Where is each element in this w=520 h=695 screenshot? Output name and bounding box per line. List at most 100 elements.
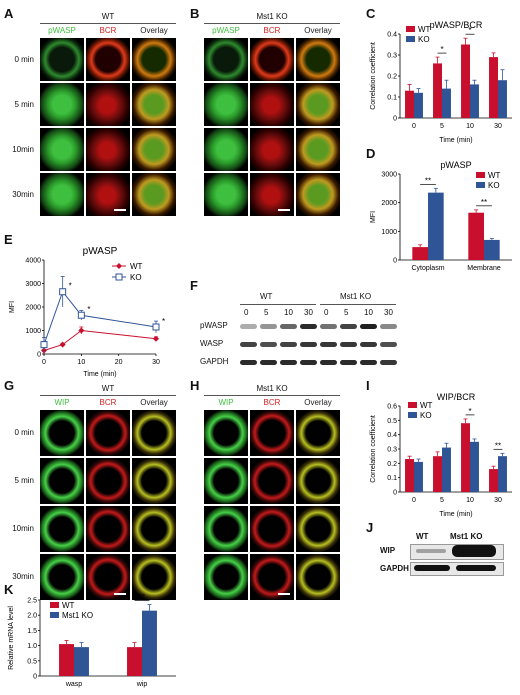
micrograph-cell: [250, 128, 294, 171]
micrograph-cell: [86, 458, 130, 504]
legend-label: WT: [62, 601, 75, 610]
y-tick-label: 2.0: [27, 613, 37, 620]
significance-marker: **: [495, 441, 501, 450]
channel-label: WIP: [218, 398, 234, 407]
blot-band: [320, 360, 337, 365]
bar-ko: [442, 447, 451, 492]
micrograph-cell: [204, 554, 248, 600]
micrograph-cell: [132, 173, 176, 216]
chart-title: WIP/BCR: [437, 392, 476, 402]
x-tick-label: 10: [466, 123, 474, 130]
micrograph-cell: [296, 38, 340, 81]
blot-group-label: WT: [260, 292, 273, 301]
micrograph-cell: [250, 506, 294, 552]
y-tick-label: 0: [393, 490, 397, 497]
channel-label: BCR: [263, 398, 281, 407]
scale-bar: [114, 593, 126, 595]
legend-swatch: [476, 172, 485, 178]
time-label: 5 min: [14, 476, 34, 485]
time-label: 0 min: [14, 428, 34, 437]
data-point-ko: [59, 288, 67, 296]
micrograph-cell: [250, 410, 294, 456]
legend-swatch: [406, 36, 415, 42]
legend-marker: [116, 263, 122, 269]
micrograph-cell: [40, 506, 84, 552]
significance-marker: *: [69, 282, 72, 291]
panel-letter-g: G: [4, 378, 15, 393]
y-tick-label: 4000: [25, 258, 41, 265]
micrograph-cell: [250, 38, 294, 81]
x-tick-label: 30: [494, 497, 502, 504]
bar-wt: [412, 247, 428, 260]
legend-label: WT: [418, 25, 431, 34]
panel-letter-f: F: [190, 278, 198, 293]
significance-marker: **: [425, 176, 431, 185]
group-underline: [240, 304, 316, 305]
blot-band: [280, 324, 297, 329]
blot-band: [240, 324, 257, 329]
x-tick-label: Membrane: [467, 265, 501, 272]
significance-marker: *: [468, 407, 471, 416]
y-tick-label: 0: [37, 352, 41, 359]
microscopy-panel-b: Mst1 KO pWASP BCR Overlay: [204, 12, 340, 216]
micrograph-cell: [250, 83, 294, 126]
micrograph-cell: [204, 83, 248, 126]
legend-swatch: [406, 26, 415, 32]
y-tick-label: 0.5: [387, 418, 397, 425]
data-point-ko: [77, 311, 85, 319]
micrograph-cell: [250, 173, 294, 216]
legend-label: WT: [420, 401, 433, 410]
western-blot-f: WT Mst1 KO 0 5 10 30 0 5 10 30 pWASP WASP GAPDH: [200, 292, 410, 376]
micrograph-cell: [250, 458, 294, 504]
y-tick-label: 0.2: [387, 74, 397, 81]
series-line-wt: [43, 329, 157, 351]
micrograph-cell: [296, 83, 340, 126]
blot-band: [240, 342, 257, 347]
micrograph-cell: [296, 506, 340, 552]
micrograph-cell: [132, 83, 176, 126]
group-underline: [320, 304, 396, 305]
micrograph-cell: [132, 458, 176, 504]
x-axis-label: Time (min): [83, 371, 116, 378]
y-tick-label: 2.5: [27, 598, 37, 605]
scale-bar: [278, 209, 290, 211]
legend-swatch: [408, 402, 417, 408]
panel-letter-c: C: [366, 6, 376, 21]
channel-label: Overlay: [140, 26, 168, 35]
lane-time-label: 10: [364, 308, 373, 317]
blot-band: [300, 360, 317, 365]
legend-swatch: [50, 612, 59, 618]
y-axis-label: Correlation coefficient: [370, 42, 377, 110]
x-axis-label: Time (min): [439, 137, 472, 144]
series-line-ko: [43, 290, 157, 345]
micrograph-cell: [204, 38, 248, 81]
blot-band: [320, 324, 337, 329]
blot-band: [260, 342, 277, 347]
x-tick-label: Cytoplasm: [411, 265, 444, 272]
y-tick-label: 1000: [25, 328, 41, 335]
bar-ko: [414, 461, 423, 492]
blot-band: [340, 324, 357, 329]
y-tick-label: 2000: [381, 200, 397, 207]
micrograph-cell: [40, 83, 84, 126]
panel-letter-d: D: [366, 146, 376, 161]
significance-marker: *: [87, 305, 90, 314]
micrograph-cell: [40, 554, 84, 600]
x-tick-label: 30: [152, 359, 160, 366]
channel-label: BCR: [99, 26, 117, 35]
blot-band: [260, 360, 277, 365]
micrograph-cell: [86, 38, 130, 81]
micrograph-cell: [296, 410, 340, 456]
chart-e-pwasp-time: pWASP 0 1000 2000 3000 4000 0 10 20 30 MFI Time (mi…: [9, 246, 165, 378]
time-label: 0 min: [14, 54, 34, 64]
data-point-wt: [59, 341, 66, 348]
channel-label: pWASP: [48, 26, 76, 35]
micrograph-cell: [132, 410, 176, 456]
legend-label: WT: [130, 262, 143, 271]
blot-band: [452, 545, 496, 557]
y-tick-label: 0.6: [387, 404, 397, 411]
microscopy-panel-a: WT pWASP BCR Overlay 0 min 5 min 10min 30min: [4, 12, 176, 216]
blot-band: [380, 342, 397, 347]
blot-band: [380, 360, 397, 365]
blot-band: [260, 324, 277, 329]
